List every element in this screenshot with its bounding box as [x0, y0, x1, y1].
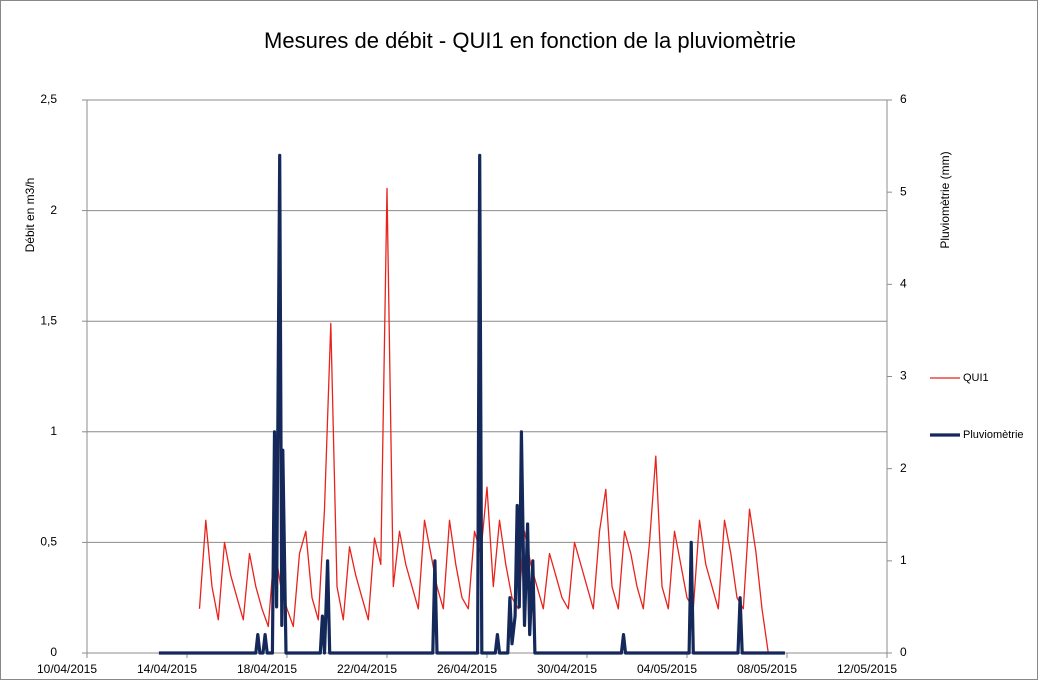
chart-title: Mesures de débit - QUI1 en fonction de l…: [264, 28, 796, 53]
x-tick-label: 14/04/2015: [137, 662, 197, 676]
y-axis-title: Débit en m3/h: [23, 178, 37, 253]
legend-label: QUI1: [963, 372, 989, 384]
y2-tick-label: 6: [900, 92, 907, 106]
y-tick-label: 0,5: [40, 535, 57, 549]
y-tick-label: 0: [50, 645, 57, 659]
series-line: [158, 153, 785, 655]
y2-tick-label: 1: [900, 553, 907, 567]
y-tick-label: 2,5: [40, 92, 57, 106]
x-tick-label: 04/05/2015: [637, 662, 697, 676]
y-tick-label: 1,5: [40, 313, 57, 327]
series-line: [198, 187, 769, 654]
x-tick-label: 12/05/2015: [837, 662, 897, 676]
y2-tick-label: 2: [900, 461, 907, 475]
x-tick-label: 22/04/2015: [337, 662, 397, 676]
x-tick-label: 10/04/2015: [37, 662, 97, 676]
x-tick-label: 08/05/2015: [737, 662, 797, 676]
legend-label: Pluviomètrie: [963, 429, 1024, 441]
x-tick-label: 18/04/2015: [237, 662, 297, 676]
y-tick-label: 1: [50, 424, 57, 438]
y2-tick-label: 0: [900, 645, 907, 659]
x-tick-label: 30/04/2015: [537, 662, 597, 676]
y2-tick-label: 5: [900, 184, 907, 198]
y2-tick-label: 3: [900, 369, 907, 383]
y-tick-label: 2: [50, 203, 57, 217]
y2-axis-title: Pluviomètrie (mm): [938, 151, 952, 248]
x-tick-label: 26/04/2015: [437, 662, 497, 676]
y2-tick-label: 4: [900, 277, 907, 291]
